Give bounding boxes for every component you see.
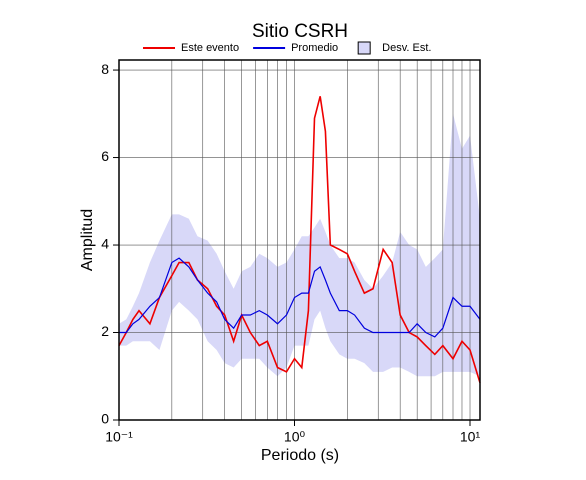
y-tick-label: 4	[101, 236, 109, 252]
y-axis-label: Amplitud	[79, 209, 96, 271]
legend-swatch	[357, 41, 371, 55]
x-tick-label: 10¹	[460, 429, 481, 445]
chart-title: Sitio CSRH	[252, 21, 348, 42]
x-tick-label: 10⁰	[284, 429, 306, 445]
legend-label: Promedio	[291, 42, 338, 54]
x-axis-label: Periodo (s)	[261, 447, 339, 464]
legend-label: Desv. Est.	[382, 42, 431, 54]
y-tick-label: 2	[101, 323, 109, 339]
series-line	[119, 257, 481, 338]
x-tick-label: 10⁻¹	[105, 429, 133, 445]
series-line	[118, 96, 481, 384]
legend-label: Este evento	[181, 42, 239, 54]
y-tick-label: 0	[101, 411, 109, 427]
plot-frame	[118, 59, 481, 421]
y-tick-label: 8	[101, 61, 109, 77]
y-tick-label: 6	[101, 148, 109, 164]
